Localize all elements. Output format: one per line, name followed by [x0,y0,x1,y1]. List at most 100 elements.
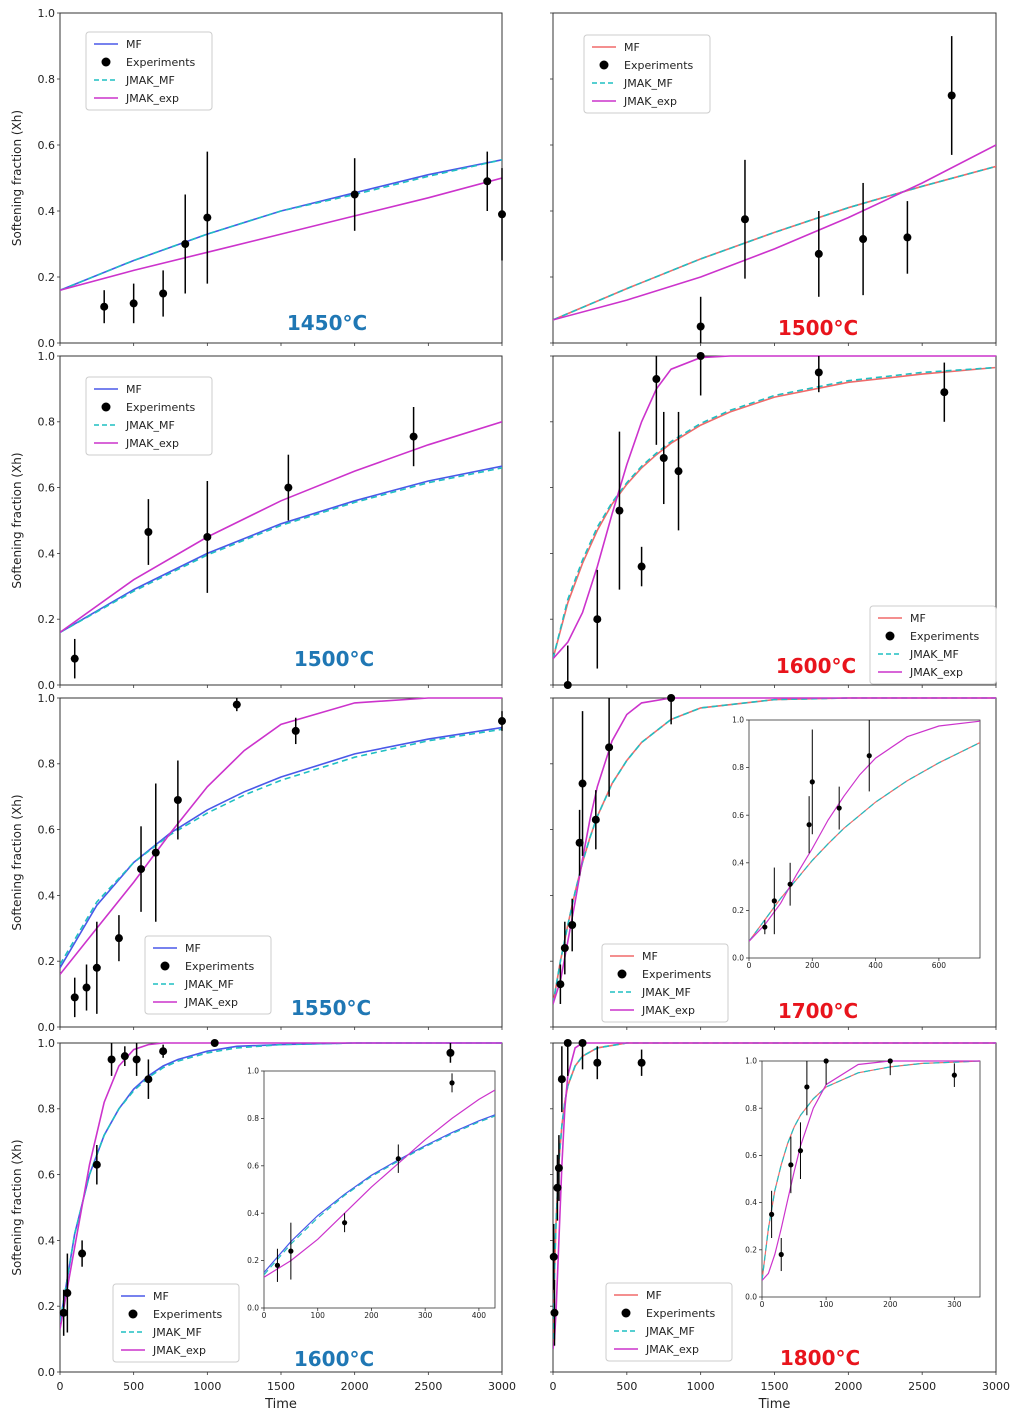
legend-swatch [101,402,111,412]
experiment-point [203,151,212,284]
legend: MF Experiments JMAK_MF JMAK_exp [601,943,729,1023]
x-tick-label: 200 [805,961,820,970]
legend-box [601,943,729,1023]
legend-label: JMAK_MF [623,77,673,90]
y-tick-label: 0.4 [247,1209,259,1218]
legend-box [85,31,213,111]
experiment-point [560,921,569,975]
legend-label: Experiments [126,401,196,414]
jmak-mf-line [60,159,502,291]
legend-box [605,1282,733,1362]
curves [60,159,502,291]
data-point [575,838,584,847]
jmak-mf-line [60,467,502,634]
experiment-point [92,921,101,1014]
experiment-point [804,1061,810,1116]
x-tick-label: 300 [947,1300,962,1309]
legend-jmak-mf: JMAK_MF [94,74,175,87]
experiment-point [947,36,956,155]
experiment-point [674,411,683,531]
experiment-point [59,1289,68,1336]
data-point [137,865,146,874]
data-point [341,1220,348,1226]
x-tick-label: 2500 [908,1380,936,1393]
data-point [674,467,683,476]
y-tick-label: 0.2 [732,906,744,915]
data-point [947,91,956,100]
experiment-point [859,182,868,296]
experiment-point [556,964,565,1004]
legend-label: Experiments [646,1307,716,1320]
legend-jmak-exp: JMAK_exp [878,666,963,679]
data-point [181,240,190,248]
x-tick-label: 1000 [193,1380,221,1393]
experiment-point [637,546,646,587]
experiment-point [210,1039,219,1047]
experiment-point [129,283,138,324]
inset-frame [761,1060,981,1298]
legend-mf: MF [94,38,142,51]
x-tick-label: 1500 [761,1380,789,1393]
data-point [173,795,182,804]
data-point [92,963,101,972]
chart-panel-g: 0.00.20.40.60.81.00 500 1000 1500 2000 2500 30… [10,1037,516,1412]
experiment-point [578,1039,587,1070]
x-tick-label: 600 [932,961,947,970]
data-point [63,1289,72,1298]
data-point [797,1148,804,1154]
experiment-point [449,1073,455,1093]
data-point [591,815,600,824]
x-tick-label: 0 [747,961,752,970]
y-axis-label: Softening fraction (Xh) [10,794,24,930]
legend-jmak-mf: JMAK_MF [610,986,691,999]
y-tick-label: 0.8 [38,758,56,771]
legend-jmak-mf: JMAK_MF [614,1325,695,1338]
data-point [114,934,123,943]
legend-label: JMAK_MF [125,419,175,432]
experiment-point [291,717,300,745]
experiment-point [549,1223,558,1290]
data-point [151,848,160,857]
data-point [284,483,293,492]
experiment-point [483,151,492,211]
legend: MF Experiments JMAK_MF JMAK_exp [85,376,213,456]
data-point [556,980,565,989]
experiment-point [563,645,572,689]
data-point [836,805,842,811]
y-tick-label: 0.6 [38,1168,56,1181]
legend-jmak-exp: JMAK_exp [153,996,238,1009]
legend-label: MF [910,612,926,625]
legend-label: JMAK_exp [641,1004,695,1017]
y-tick-label: 0.6 [38,823,56,836]
experiment-point [659,411,668,505]
data-point [667,694,676,702]
temperature-label: 1500°C [778,316,858,340]
experiment-point [107,1043,116,1076]
data-point [350,190,359,199]
data-point [549,1252,558,1261]
x-tick-label: 100 [819,1300,834,1309]
data-point [409,432,418,441]
legend-mf: MF [121,1290,169,1303]
experiment-point [550,1279,559,1346]
data-point [814,249,823,258]
legend-label: JMAK_MF [645,1325,695,1338]
x-tick-label: 1500 [267,1380,295,1393]
legend-swatch [160,961,170,971]
y-tick-label: 0.0 [38,679,56,692]
y-tick-label: 0.2 [38,271,56,284]
y-tick-label: 0.6 [732,811,744,820]
legend-label: MF [126,38,142,51]
curves [60,421,502,634]
mf-line [60,726,502,969]
chart-panel-a: 0.0 0.2 0.4 0.6 0.8 1.0 Softening fraction (Xh… [10,7,506,350]
y-tick-label: 0.2 [745,1245,757,1254]
data-point [563,681,572,689]
legend-experiments: Experiments [101,56,196,69]
mf-line [60,465,502,634]
legend-box [85,376,213,456]
jmak-exp-line [60,421,502,634]
y-tick-label: 0.0 [732,954,744,963]
jmak-exp-line [60,1042,502,1330]
x-tick-label: 3000 [982,1380,1010,1393]
